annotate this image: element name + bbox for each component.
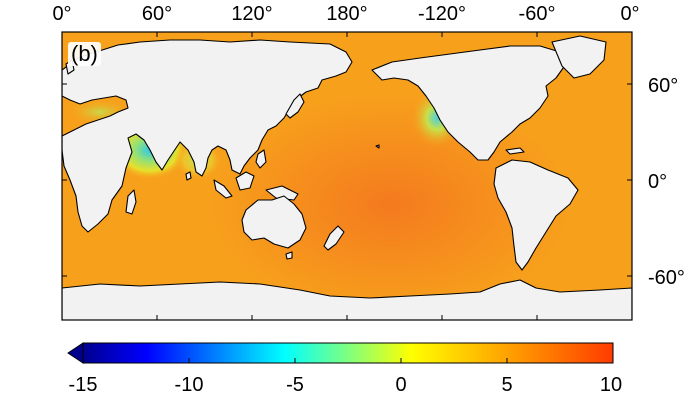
antarctica <box>62 279 632 320</box>
madagascar <box>125 189 137 215</box>
philippines <box>255 149 267 169</box>
south-america <box>493 159 579 271</box>
colorbar <box>67 342 614 364</box>
colorbar-extend-arrow <box>67 342 84 364</box>
lon-tick-label: 120° <box>231 3 273 25</box>
lat-tick-label: -60° <box>648 267 685 289</box>
land-masses <box>62 35 632 320</box>
colorbar-tick-label: -5 <box>286 374 304 396</box>
lon-tick-label: -60° <box>518 3 556 25</box>
greenland <box>551 35 607 79</box>
colorbar-gradient <box>82 342 614 364</box>
tasmania <box>285 251 293 260</box>
lon-tick-label: 0° <box>52 3 72 25</box>
new-guinea <box>265 185 299 201</box>
colorbar-tick-label: 5 <box>501 374 513 396</box>
lon-tick-label: 180° <box>326 3 368 25</box>
sumatra <box>213 179 233 199</box>
colorbar-tick-label: 10 <box>599 374 623 396</box>
lon-tick-label: 0° <box>620 3 640 25</box>
colorbar-tick-label: 0 <box>395 374 407 396</box>
north-america <box>371 45 567 161</box>
map-ticks <box>61 32 633 320</box>
colorbar-tick-label: -10 <box>174 374 204 396</box>
japan <box>285 93 305 119</box>
sri-lanka <box>185 171 192 181</box>
new-zealand <box>323 225 345 251</box>
panel-label: (b) <box>68 42 101 66</box>
lat-tick-label: 60° <box>648 75 679 97</box>
lon-tick-label: 60° <box>141 3 173 25</box>
hawaii <box>375 144 380 149</box>
cuba <box>505 147 525 155</box>
eurasia-africa <box>62 39 353 233</box>
lon-tick-label: -120° <box>417 3 467 25</box>
colorbar-tick-label: -15 <box>68 374 98 396</box>
lat-tick-label: 0° <box>648 171 668 193</box>
australia <box>241 195 307 249</box>
borneo <box>235 171 255 191</box>
